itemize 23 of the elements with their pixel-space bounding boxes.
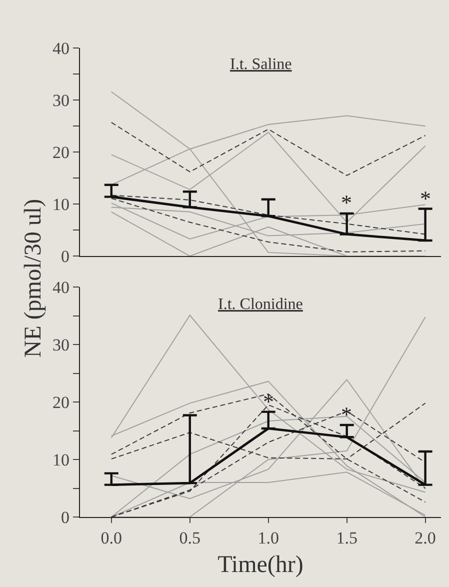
x-tick-label: 1.0 <box>258 528 279 548</box>
y-axis-title: NE (pmol/30 ul) <box>20 198 47 358</box>
text: I.t. Saline <box>230 56 292 73</box>
x-tick-label: 2.0 <box>414 528 436 548</box>
annotation: * <box>341 402 352 427</box>
annotation: * <box>263 389 274 414</box>
y-tick-label: 40 <box>52 39 70 58</box>
annotation: * <box>420 186 431 211</box>
y-tick-label: 10 <box>52 195 70 214</box>
y-tick-label: 30 <box>52 336 70 355</box>
y-tick-label: 20 <box>52 143 70 162</box>
y-tick-label: 0 <box>60 508 70 527</box>
y-tick-label: 10 <box>52 450 70 470</box>
y-tick-label: 0 <box>60 247 70 266</box>
y-tick-label: 20 <box>52 392 70 412</box>
annotation: * <box>341 190 352 215</box>
y-tick-label: 30 <box>52 91 70 110</box>
x-axis-title: Time(hr) <box>218 552 304 578</box>
y-tick-label: 40 <box>52 278 70 298</box>
x-tick-label: 0.5 <box>179 528 200 548</box>
text: I.t. Clonidine <box>218 296 303 313</box>
x-tick-label: 0.0 <box>100 528 122 548</box>
x-tick-label: 1.5 <box>336 528 358 548</box>
